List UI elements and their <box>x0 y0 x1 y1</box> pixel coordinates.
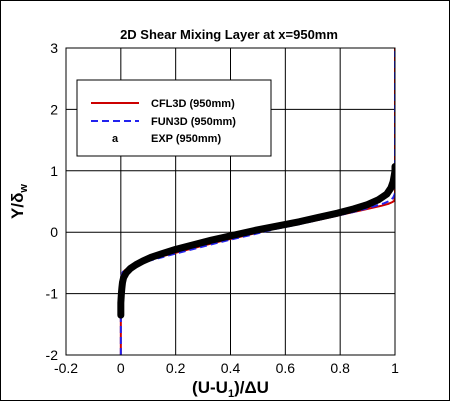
data-point-exp <box>295 218 303 225</box>
data-point-exp <box>123 269 130 276</box>
x-axis-label: (U-U1)/ΔU <box>192 378 269 400</box>
legend-marker-exp: a <box>112 133 119 145</box>
data-point-exp <box>390 172 395 179</box>
data-point-exp <box>334 209 341 217</box>
series-layer <box>117 48 395 355</box>
legend-label-0: CFL3D (950mm) <box>151 98 235 110</box>
data-point-exp <box>172 246 179 253</box>
data-point-exp <box>118 284 126 291</box>
legend: CFL3D (950mm) FUN3D (950mm) a EXP (950mm) <box>76 79 272 157</box>
y-tick-label: 3 <box>50 40 58 56</box>
tick-layer: -0.2 0 0.2 0.4 0.6 0.8 1 -2 -1 0 1 2 3 <box>46 40 400 376</box>
x-tick-label: 0.4 <box>221 360 241 376</box>
data-point-exp <box>251 227 259 234</box>
data-point-exp <box>375 196 382 203</box>
y-tick-label: 1 <box>50 163 58 179</box>
data-point-exp <box>132 261 140 268</box>
y-axis-label: Y/δw <box>8 184 30 219</box>
data-point-exp <box>118 290 125 297</box>
data-point-exp <box>273 222 281 230</box>
data-point-exp <box>389 178 395 186</box>
x-tick-label: 0.6 <box>276 360 296 376</box>
data-point-exp <box>158 250 166 257</box>
y-tick-label: 0 <box>50 224 58 240</box>
y-tick-label: 2 <box>50 101 58 117</box>
data-point-exp <box>117 311 125 319</box>
data-point-exp <box>387 184 395 192</box>
data-point-exp <box>117 299 125 307</box>
y-tick-label: -2 <box>46 347 59 363</box>
data-point-exp <box>391 163 395 170</box>
plot-area-border <box>65 47 396 356</box>
chart-title: 2D Shear Mixing Layer at x=950mm <box>120 27 338 42</box>
data-point-exp <box>230 232 237 239</box>
x-tick-label: -0.2 <box>54 360 78 376</box>
legend-box <box>76 79 272 157</box>
data-point-exp <box>208 236 215 244</box>
x-tick-label: 0 <box>117 360 125 376</box>
x-tick-label: 0.2 <box>166 360 186 376</box>
data-point-exp <box>383 190 390 198</box>
y-tick-label: -1 <box>46 286 59 302</box>
data-point-exp <box>188 241 196 249</box>
legend-label-1: FUN3D (950mm) <box>151 116 236 128</box>
x-tick-label: 0.8 <box>330 360 350 376</box>
data-point-exp <box>350 205 358 213</box>
data-point-exp <box>315 214 322 221</box>
series-exp-trace <box>117 163 395 319</box>
data-point-exp <box>120 274 127 281</box>
legend-label-2: EXP (950mm) <box>151 133 221 145</box>
data-point-exp <box>119 279 126 286</box>
x-tick-label: 1 <box>391 360 399 376</box>
data-point-exp <box>364 201 371 208</box>
data-point-exp <box>147 254 155 261</box>
data-point-exp <box>127 265 134 272</box>
data-point-exp <box>139 257 146 265</box>
